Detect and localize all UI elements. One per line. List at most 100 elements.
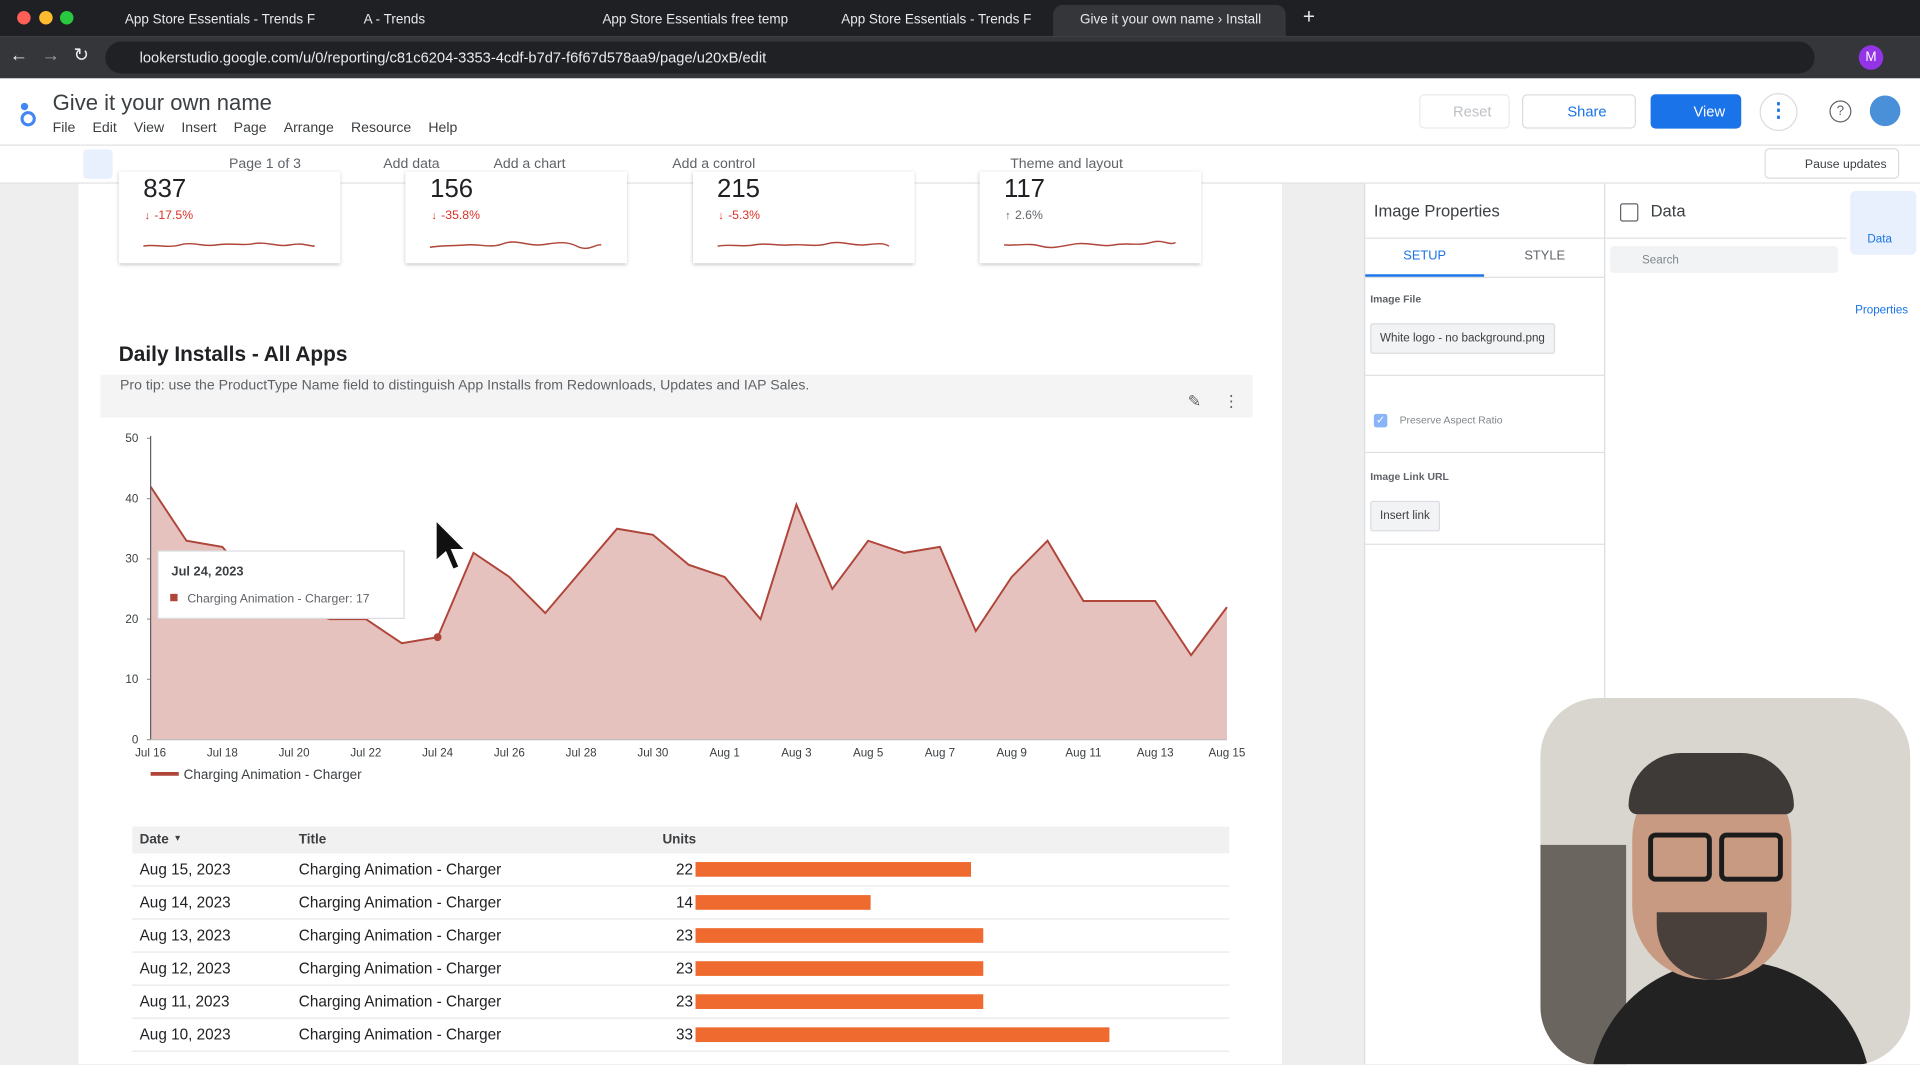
menu-item[interactable]: Help (428, 121, 458, 136)
cell-date: Aug 10, 2023 (139, 1026, 231, 1044)
tab-strip: App Store Essentials - Trends F A - Tren… (0, 0, 1920, 37)
column-header: Date (139, 832, 169, 848)
menu-item[interactable]: Insert (181, 121, 217, 136)
pause-label: Pause updates (1804, 157, 1887, 172)
active-tab[interactable]: Give it your own name › Install (1053, 4, 1286, 37)
theme-button[interactable]: Theme and layout (1010, 156, 1123, 172)
cell-units: 14 (676, 893, 694, 912)
add-control-button[interactable]: Add a control (672, 156, 756, 172)
table-header: Date Title Units ▾ (132, 826, 1230, 854)
kpi-card: 117 ↑ 2.6% (979, 171, 1202, 264)
cell-title: Charging Animation - Charger (298, 926, 502, 945)
kpi-change: 2.6% (1014, 209, 1043, 223)
divider (1365, 451, 1606, 454)
tooltip-swatch (170, 593, 178, 602)
reset-button[interactable]: Reset (1419, 94, 1510, 129)
menu-item[interactable]: Page (233, 121, 267, 136)
min-dot[interactable] (39, 11, 53, 25)
kpi-change: -5.3% (728, 209, 761, 223)
cell-date: Aug 15, 2023 (139, 860, 231, 878)
view-button[interactable]: View (1650, 94, 1742, 129)
share-button[interactable]: Share (1522, 94, 1636, 129)
tab-title: A - Trends (363, 12, 426, 27)
tab[interactable]: A - Trends (337, 5, 570, 37)
reload-button[interactable]: ↻ (73, 45, 89, 67)
kpi-change: -17.5% (154, 209, 194, 223)
profile-avatar[interactable]: M (1858, 45, 1884, 70)
select-tool[interactable] (83, 149, 113, 179)
glasses-right (1719, 832, 1783, 882)
account-avatar[interactable] (1869, 95, 1901, 127)
sparkline (1003, 240, 1176, 249)
tab[interactable]: App Store Essentials - Trends F (98, 5, 331, 37)
add-data-button[interactable]: Add data (383, 156, 440, 172)
back-button[interactable]: ← (9, 45, 29, 67)
person-hair (1628, 753, 1794, 815)
max-dot[interactable] (60, 11, 74, 25)
rail-label: Data (1867, 232, 1892, 247)
panel-tabs: SETUP STYLE (1365, 237, 1606, 278)
rail-label: Properties (1855, 303, 1909, 318)
tip-box: Pro tip: use the ProductType Name field … (100, 374, 1253, 418)
search-placeholder: Search (1642, 253, 1679, 267)
pause-updates-button[interactable]: Pause updates (1764, 148, 1900, 179)
cell-title: Charging Animation - Charger (298, 893, 502, 912)
x-tick-label: Jul 28 (566, 747, 597, 760)
column-header: Title (298, 832, 327, 848)
menu-item[interactable]: View (133, 121, 165, 136)
page-indicator[interactable]: Page 1 of 3 (228, 156, 302, 172)
cell-title: Charging Animation - Charger (298, 960, 502, 978)
data-rail-button[interactable]: Data (1850, 191, 1917, 255)
aspect-checkbox[interactable]: ✓ (1373, 413, 1388, 428)
setup-tab[interactable]: SETUP (1365, 239, 1485, 277)
style-tab[interactable]: STYLE (1524, 248, 1566, 264)
more-button[interactable]: ⋮ (1759, 93, 1798, 132)
cell-title: Charging Animation - Charger (298, 1026, 502, 1044)
sparkline-path (1003, 240, 1176, 249)
image-file-button[interactable]: White logo - no background.png (1370, 323, 1555, 354)
menu-item[interactable]: Arrange (283, 121, 334, 136)
sort-icon: ▾ (175, 832, 181, 844)
units-bar (695, 895, 871, 910)
tab[interactable]: App Store Essentials - Trends F (814, 5, 1047, 37)
menu-item[interactable]: Resource (350, 121, 412, 136)
more-icon[interactable]: ⋮ (1223, 391, 1240, 411)
url-box[interactable]: lookerstudio.google.com/u/0/reporting/c8… (105, 41, 1815, 74)
add-chart-button[interactable]: Add a chart (493, 156, 566, 172)
search-box[interactable]: Search (1610, 246, 1838, 274)
tab-title: App Store Essentials - Trends F (124, 12, 316, 27)
close-dot[interactable] (17, 11, 31, 25)
panel-title: Image Properties (1373, 202, 1500, 221)
menu-bar: File Edit View Insert Page Arrange Resource Hel… (53, 121, 475, 136)
help-button[interactable]: ? (1829, 100, 1852, 123)
area-line (149, 486, 1228, 657)
share-label: Share (1567, 102, 1607, 120)
edit-icon[interactable]: ✎ (1187, 391, 1202, 411)
tab[interactable]: App Store Essentials free temp (576, 5, 809, 37)
kpi-card: 215 ↓ -5.3% (692, 171, 915, 264)
x-tick-label: Jul 18 (207, 747, 238, 760)
sparkline (143, 242, 315, 248)
x-tick-label: Jul 24 (422, 747, 454, 760)
new-tab[interactable]: + (1302, 4, 1316, 29)
tab-title: Give it your own name › Install (1080, 12, 1262, 27)
table-row: Aug 10, 2023 Charging Animation - Charger… (132, 1019, 1230, 1052)
menu-item[interactable]: Edit (92, 121, 117, 136)
menu-item[interactable]: File (52, 121, 76, 136)
kpi-arrow: ↑ (1005, 209, 1011, 222)
forward-button[interactable]: → (41, 45, 60, 67)
insert-link-button[interactable]: Insert link (1370, 500, 1440, 532)
kpi-card: 837 ↓ -17.5% (118, 171, 341, 264)
data-icon (1620, 203, 1639, 222)
kpi-value: 156 (430, 175, 474, 204)
report-title[interactable]: Give it your own name (52, 90, 272, 116)
properties-rail-button[interactable]: Properties (1850, 267, 1916, 323)
cell-title: Charging Animation - Charger (298, 993, 502, 1011)
units-bar (695, 994, 984, 1009)
divider (1605, 237, 1847, 239)
units-bar (695, 862, 972, 877)
sparkline-path (430, 241, 602, 250)
